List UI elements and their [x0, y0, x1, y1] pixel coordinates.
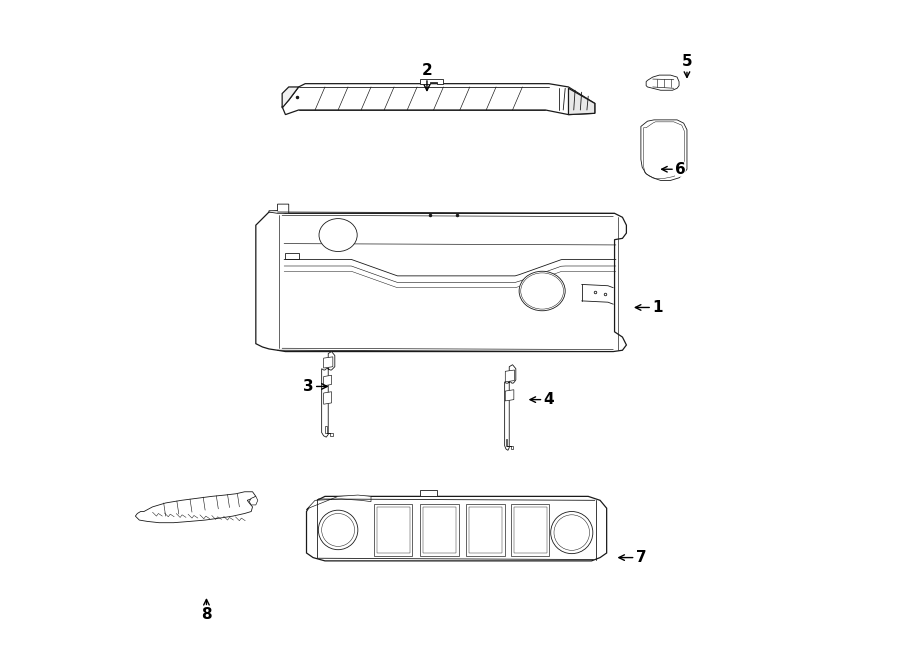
- Polygon shape: [420, 79, 444, 84]
- Polygon shape: [324, 357, 333, 368]
- Polygon shape: [256, 211, 626, 352]
- Polygon shape: [135, 492, 256, 523]
- Ellipse shape: [519, 271, 565, 311]
- Polygon shape: [505, 390, 514, 401]
- Polygon shape: [324, 375, 331, 386]
- Polygon shape: [569, 89, 595, 114]
- Polygon shape: [283, 84, 595, 114]
- Polygon shape: [324, 392, 331, 405]
- Polygon shape: [249, 496, 257, 505]
- Text: 8: 8: [201, 600, 212, 623]
- Polygon shape: [307, 496, 607, 561]
- Text: 1: 1: [635, 300, 662, 315]
- Bar: [469, 507, 502, 553]
- Bar: [420, 504, 459, 556]
- Polygon shape: [506, 439, 513, 449]
- Text: 2: 2: [421, 63, 432, 91]
- Bar: [514, 507, 547, 553]
- Bar: [374, 504, 412, 556]
- Bar: [423, 507, 456, 553]
- Text: 4: 4: [530, 392, 554, 407]
- Polygon shape: [307, 495, 371, 510]
- Text: 7: 7: [619, 550, 646, 565]
- Polygon shape: [420, 490, 436, 496]
- Bar: [466, 504, 505, 556]
- Text: 6: 6: [662, 162, 686, 176]
- Polygon shape: [269, 204, 289, 214]
- Circle shape: [551, 512, 593, 554]
- Polygon shape: [505, 365, 516, 450]
- Polygon shape: [283, 87, 299, 108]
- Polygon shape: [321, 352, 335, 437]
- Bar: [377, 507, 410, 553]
- Circle shape: [319, 510, 358, 550]
- Polygon shape: [641, 120, 687, 180]
- Ellipse shape: [319, 219, 357, 252]
- Bar: [511, 504, 549, 556]
- Text: 3: 3: [303, 379, 328, 394]
- Polygon shape: [505, 370, 515, 382]
- Polygon shape: [325, 426, 333, 436]
- Text: 5: 5: [681, 54, 692, 77]
- Polygon shape: [285, 253, 299, 259]
- Polygon shape: [646, 75, 680, 91]
